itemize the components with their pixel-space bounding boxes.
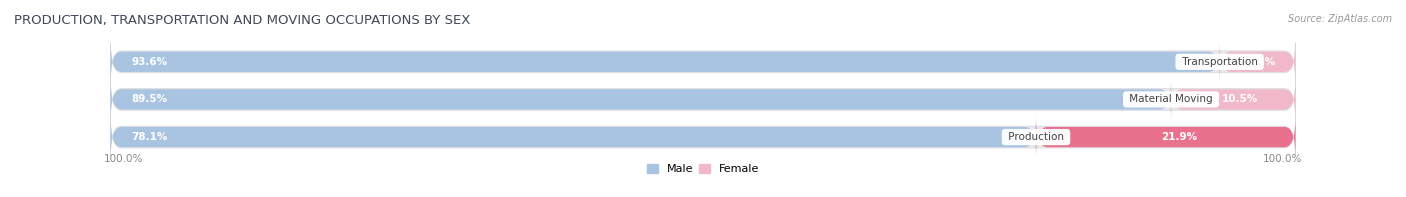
Text: 89.5%: 89.5% xyxy=(131,94,167,104)
Text: 93.6%: 93.6% xyxy=(131,57,167,67)
Text: 100.0%: 100.0% xyxy=(104,154,143,164)
Text: 10.5%: 10.5% xyxy=(1222,94,1257,104)
Text: Production: Production xyxy=(1005,132,1067,142)
Text: Transportation: Transportation xyxy=(1178,57,1261,67)
FancyBboxPatch shape xyxy=(111,118,1295,156)
FancyBboxPatch shape xyxy=(111,42,1219,82)
FancyBboxPatch shape xyxy=(111,80,1171,119)
FancyBboxPatch shape xyxy=(1171,80,1295,119)
Text: 6.4%: 6.4% xyxy=(1247,57,1275,67)
Text: Source: ZipAtlas.com: Source: ZipAtlas.com xyxy=(1288,14,1392,24)
Text: 100.0%: 100.0% xyxy=(1263,154,1302,164)
Text: 21.9%: 21.9% xyxy=(1160,132,1197,142)
FancyBboxPatch shape xyxy=(111,43,1295,81)
Text: Material Moving: Material Moving xyxy=(1126,94,1216,104)
FancyBboxPatch shape xyxy=(1036,117,1295,157)
FancyBboxPatch shape xyxy=(111,80,1295,119)
FancyBboxPatch shape xyxy=(1219,42,1295,82)
Legend: Male, Female: Male, Female xyxy=(643,160,763,179)
Text: 78.1%: 78.1% xyxy=(131,132,167,142)
Text: PRODUCTION, TRANSPORTATION AND MOVING OCCUPATIONS BY SEX: PRODUCTION, TRANSPORTATION AND MOVING OC… xyxy=(14,14,471,27)
FancyBboxPatch shape xyxy=(111,117,1036,157)
